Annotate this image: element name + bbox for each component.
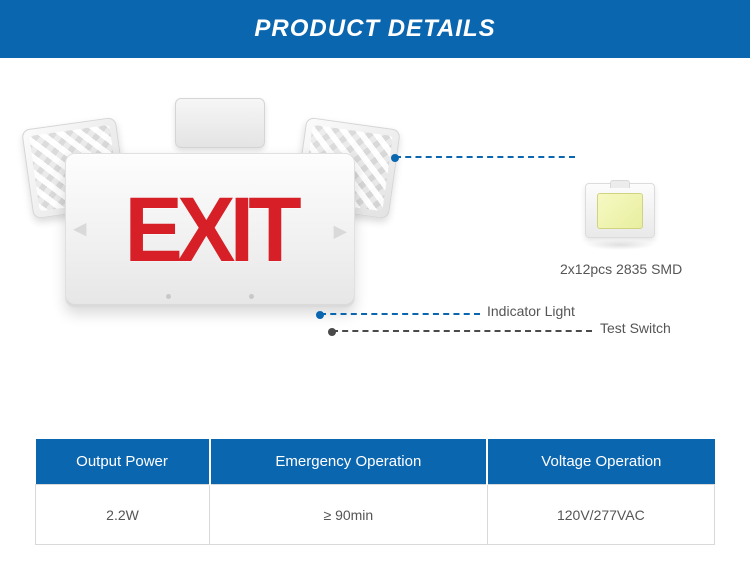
arrow-left-icon: ▸ [74, 216, 86, 245]
spec-cell-voltage: 120V/277VAC [487, 485, 714, 545]
spec-table-header-row: Output Power Emergency Operation Voltage… [36, 439, 715, 485]
spec-cell-emergency: ≥ 90min [210, 485, 488, 545]
arrow-right-icon: ▸ [334, 216, 346, 245]
spec-table-row: 2.2W ≥ 90min 120V/277VAC [36, 485, 715, 545]
callout-line-indicator [320, 313, 480, 315]
callout-label-led: 2x12pcs 2835 SMD [560, 261, 682, 277]
screw-dot [249, 294, 254, 299]
callout-dot-icon [316, 311, 324, 319]
exit-sign-text: EXIT [124, 178, 295, 283]
callout-dot-icon [391, 154, 399, 162]
led-chip-illustration [585, 183, 655, 238]
callout-dot-icon [328, 328, 336, 336]
callout-label-test: Test Switch [600, 320, 671, 336]
spec-cell-output: 2.2W [36, 485, 210, 545]
led-chip-notch [610, 180, 630, 188]
lamp-mount-top [175, 98, 265, 148]
callout-line-led [395, 156, 575, 158]
spec-col-output: Output Power [36, 439, 210, 485]
spec-table: Output Power Emergency Operation Voltage… [35, 439, 715, 546]
screw-dot [166, 294, 171, 299]
spec-col-emergency: Emergency Operation [210, 439, 488, 485]
header-title: PRODUCT DETAILS [254, 15, 495, 43]
callout-label-indicator: Indicator Light [487, 303, 575, 319]
callout-line-test [332, 330, 592, 332]
header-bar: PRODUCT DETAILS [0, 0, 750, 58]
exit-sign-body: ▸ EXIT ▸ [65, 153, 355, 308]
led-chip-shadow [585, 240, 655, 250]
spec-col-voltage: Voltage Operation [487, 439, 714, 485]
product-diagram: ▸ EXIT ▸ 2x12pcs 2835 SMD Indicator Ligh… [0, 58, 750, 448]
